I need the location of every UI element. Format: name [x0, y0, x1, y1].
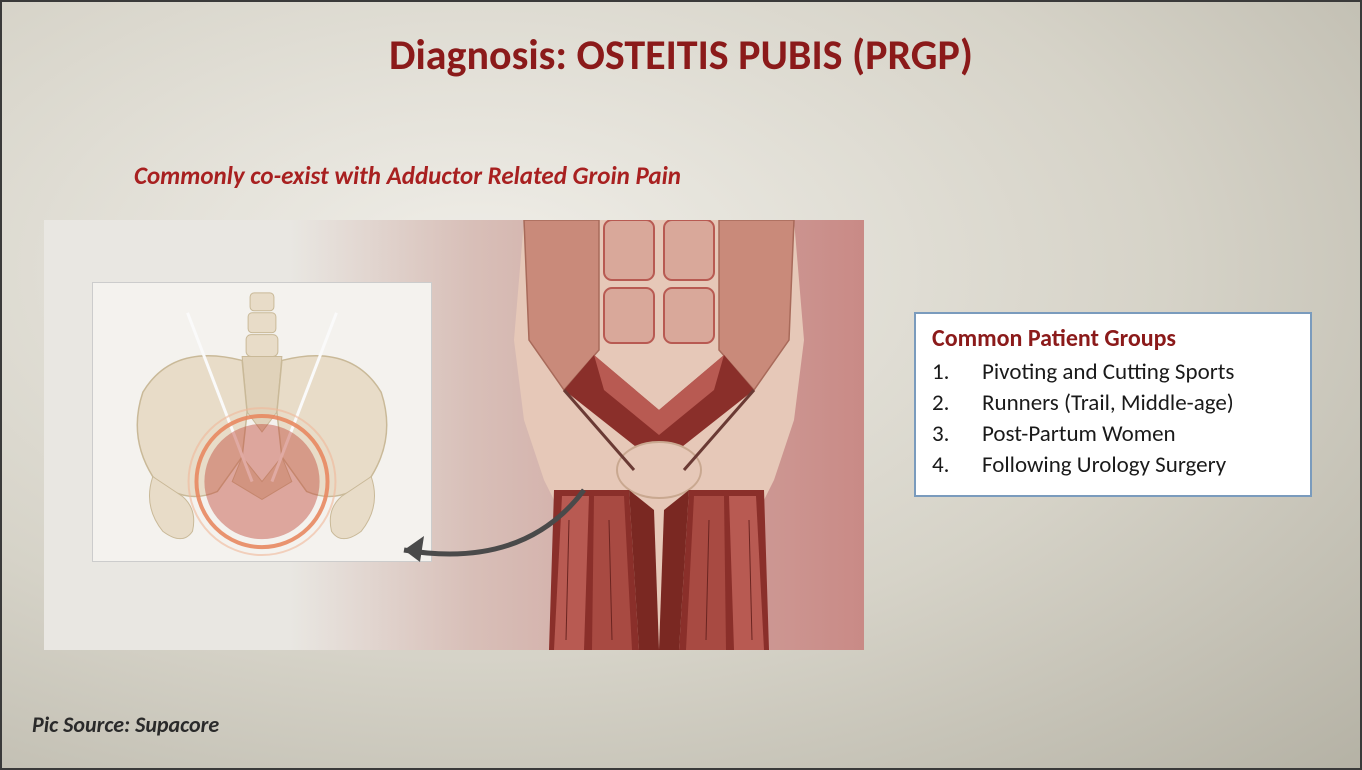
slide-subtitle: Commonly co-exist with Adductor Related … [134, 160, 681, 191]
slide-title: Diagnosis: OSTEITIS PUBIS (PRGP) [2, 30, 1360, 81]
list-item: Runners (Trail, Middle-age) [932, 388, 1294, 419]
list-item: Pivoting and Cutting Sports [932, 357, 1294, 388]
arrow-icon [374, 480, 594, 600]
patient-groups-list: Pivoting and Cutting Sports Runners (Tra… [932, 357, 1294, 481]
slide: Diagnosis: OSTEITIS PUBIS (PRGP) Commonl… [0, 0, 1362, 770]
image-source-label: Pic Source: Supacore [32, 711, 219, 738]
patient-groups-box: Common Patient Groups Pivoting and Cutti… [914, 312, 1312, 497]
list-item: Post-Partum Women [932, 419, 1294, 450]
patient-groups-heading: Common Patient Groups [932, 324, 1294, 353]
anatomy-image-area [44, 220, 864, 650]
list-item: Following Urology Surgery [932, 450, 1294, 481]
